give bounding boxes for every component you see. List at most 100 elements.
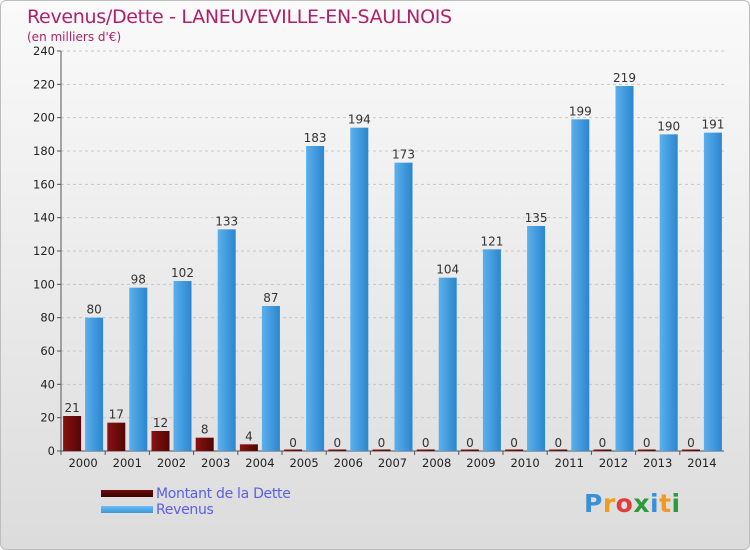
logo-letter: P <box>584 489 603 518</box>
y-tick-label: 160 <box>33 177 55 191</box>
data-label-dette-2008: 0 <box>422 436 430 450</box>
bar-revenus-2002 <box>173 281 192 451</box>
data-label-dette-2000: 21 <box>64 401 79 415</box>
grid-layer <box>57 50 724 455</box>
data-label-dette-2004: 4 <box>245 429 253 443</box>
bar-dette-2000 <box>63 416 82 451</box>
y-tick-label: 80 <box>40 311 55 325</box>
bar-revenus-2004 <box>261 306 280 451</box>
y-tick-label: 180 <box>33 144 55 158</box>
data-label-revenus-2008: 104 <box>436 263 459 277</box>
x-tick-label-2004: 2004 <box>245 456 274 470</box>
chart-title: Revenus/Dette - LANEUVEVILLE-EN-SAULNOIS <box>27 6 452 28</box>
data-label-revenus-2013: 190 <box>657 119 680 133</box>
data-label-revenus-2007: 173 <box>392 148 415 162</box>
logo-letter: r <box>602 489 616 518</box>
bar-dette-2013 <box>637 449 656 451</box>
data-label-dette-2001: 17 <box>109 408 124 422</box>
bar-revenus-2010 <box>527 226 546 451</box>
x-tick-label-2014: 2014 <box>687 456 716 470</box>
logo-letter: i <box>671 489 681 518</box>
legend-swatch-dette <box>101 490 153 497</box>
data-label-revenus-2000: 80 <box>86 303 101 317</box>
legend-label-dette: Montant de la Dette <box>156 486 291 502</box>
data-label-dette-2010: 0 <box>510 436 518 450</box>
bar-dette-2006 <box>328 449 347 451</box>
x-tick-label-2003: 2003 <box>201 456 230 470</box>
data-label-revenus-2004: 87 <box>263 291 278 305</box>
chart-subtitle: (en milliers d'€) <box>27 30 122 44</box>
bar-revenus-2008 <box>438 277 457 451</box>
logo-letter: o <box>615 489 634 518</box>
y-tick-label: 100 <box>33 277 55 291</box>
data-label-revenus-2003: 133 <box>215 214 238 228</box>
bar-dette-2002 <box>151 431 170 451</box>
y-tick-label: 60 <box>40 344 55 358</box>
data-label-dette-2013: 0 <box>643 436 651 450</box>
x-tick-label-2000: 2000 <box>68 456 97 470</box>
y-tick-label: 120 <box>33 244 55 258</box>
bar-dette-2011 <box>549 449 568 451</box>
x-tick-label-2007: 2007 <box>378 456 407 470</box>
bar-dette-2012 <box>593 449 612 451</box>
labels-layer: 0204060801001201401601802002202402000218… <box>33 44 724 470</box>
bar-dette-2007 <box>372 449 391 451</box>
data-label-dette-2007: 0 <box>378 436 386 450</box>
x-tick-label-2005: 2005 <box>289 456 318 470</box>
y-tick-label: 0 <box>48 444 55 458</box>
x-tick-label-2002: 2002 <box>157 456 186 470</box>
bar-dette-2001 <box>107 422 126 451</box>
x-tick-label-2001: 2001 <box>113 456 142 470</box>
legend-swatch-revenus <box>101 506 153 513</box>
legend-label-revenus: Revenus <box>156 502 214 518</box>
bar-revenus-2009 <box>482 249 501 451</box>
bar-revenus-2011 <box>571 119 590 451</box>
logo-letter: x <box>633 489 650 518</box>
logo-letter: i <box>650 489 660 518</box>
data-label-dette-2002: 12 <box>153 416 168 430</box>
bar-dette-2003 <box>195 437 214 451</box>
data-label-dette-2006: 0 <box>333 436 341 450</box>
y-tick-label: 200 <box>33 111 55 125</box>
data-label-dette-2012: 0 <box>599 436 607 450</box>
bar-revenus-2005 <box>306 146 325 451</box>
bar-revenus-2000 <box>85 317 104 451</box>
data-label-dette-2014: 0 <box>687 436 695 450</box>
data-label-dette-2009: 0 <box>466 436 474 450</box>
x-tick-label-2006: 2006 <box>334 456 363 470</box>
data-label-revenus-2014: 191 <box>701 118 724 132</box>
y-tick-label: 240 <box>33 44 55 58</box>
bar-dette-2008 <box>416 449 435 451</box>
bar-dette-2009 <box>460 449 479 451</box>
data-label-revenus-2006: 194 <box>348 113 371 127</box>
bar-dette-2014 <box>681 449 700 451</box>
bar-revenus-2007 <box>394 162 413 451</box>
data-label-dette-2005: 0 <box>289 436 297 450</box>
bar-dette-2010 <box>505 449 524 451</box>
data-label-revenus-2005: 183 <box>304 131 327 145</box>
data-label-revenus-2001: 98 <box>131 273 146 287</box>
data-label-dette-2011: 0 <box>554 436 562 450</box>
bar-revenus-2001 <box>129 287 148 451</box>
bar-revenus-2014 <box>703 132 722 451</box>
bar-dette-2004 <box>239 444 258 451</box>
bar-revenus-2012 <box>615 86 634 451</box>
bar-revenus-2006 <box>350 127 369 452</box>
x-tick-label-2013: 2013 <box>643 456 672 470</box>
x-tick-label-2010: 2010 <box>510 456 539 470</box>
y-tick-label: 40 <box>40 377 55 391</box>
data-label-revenus-2010: 135 <box>525 211 548 225</box>
data-label-revenus-2012: 219 <box>613 71 636 85</box>
data-label-revenus-2009: 121 <box>480 234 503 248</box>
x-tick-label-2008: 2008 <box>422 456 451 470</box>
y-tick-label: 20 <box>40 411 55 425</box>
x-tick-label-2012: 2012 <box>599 456 628 470</box>
data-label-revenus-2011: 199 <box>569 104 592 118</box>
x-tick-label-2011: 2011 <box>555 456 584 470</box>
proxiti-logo: Proxiti <box>584 489 681 518</box>
logo-letter: t <box>659 489 672 518</box>
bar-revenus-2003 <box>217 229 236 451</box>
y-tick-label: 220 <box>33 77 55 91</box>
